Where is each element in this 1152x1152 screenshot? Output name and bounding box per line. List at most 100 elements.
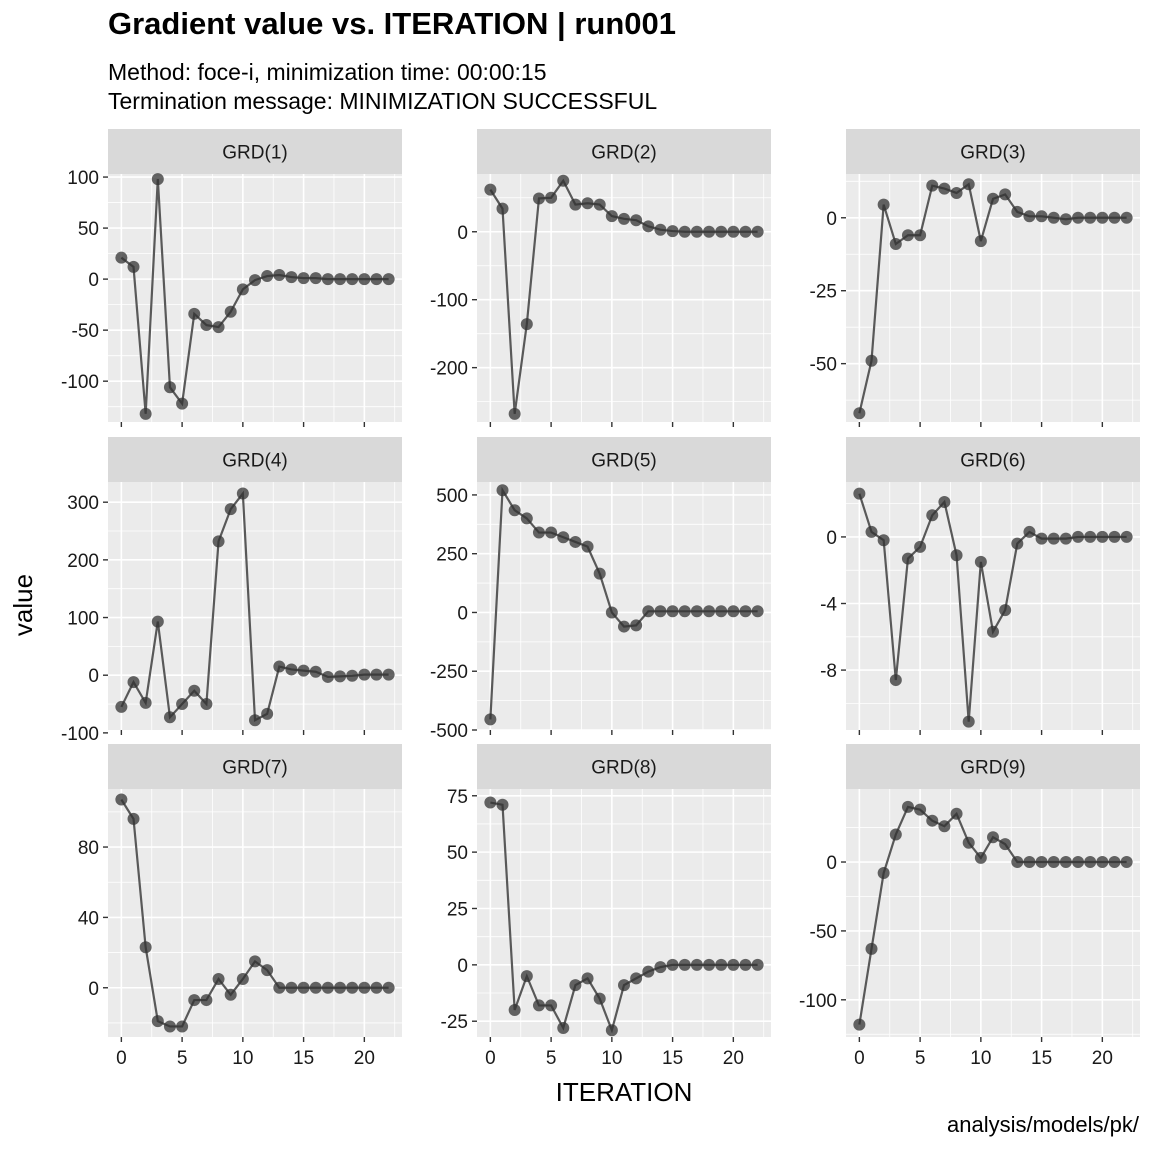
data-point	[926, 509, 939, 522]
y-tick-label: -25	[810, 282, 837, 303]
y-tick-label: -100	[61, 372, 99, 393]
data-point	[1059, 532, 1072, 545]
data-point	[127, 676, 140, 689]
facet-panel: GRD(9) -100 -50 0 0 5 10 15 20	[799, 744, 1140, 1069]
facet-strip	[846, 437, 1140, 482]
data-point	[309, 665, 322, 678]
data-point	[715, 225, 728, 238]
data-point	[346, 669, 359, 682]
data-point	[508, 1003, 521, 1016]
data-point	[163, 1020, 176, 1033]
data-point	[139, 696, 152, 709]
data-point	[496, 484, 509, 497]
data-point	[1023, 856, 1036, 869]
y-tick-label: -8	[820, 661, 837, 682]
facet-strip	[108, 744, 402, 789]
data-point	[1108, 211, 1121, 224]
chart-subtitle: Method: foce-i, minimization time: 00:00…	[108, 58, 657, 116]
data-point	[914, 229, 927, 242]
data-point	[569, 198, 582, 211]
y-tick-label: 0	[826, 209, 837, 230]
data-point	[249, 274, 261, 287]
data-point	[224, 988, 237, 1001]
data-point	[557, 1021, 570, 1034]
data-point	[484, 713, 497, 726]
data-point	[889, 238, 902, 251]
data-point	[176, 1020, 189, 1033]
data-point	[739, 605, 752, 618]
y-tick-label: 0	[88, 666, 99, 687]
data-point	[926, 814, 939, 827]
data-point	[987, 625, 999, 638]
facet-strip-label: GRD(8)	[591, 758, 656, 779]
data-point	[321, 981, 334, 994]
y-tick-label: 100	[67, 609, 99, 630]
data-point	[950, 549, 963, 562]
data-point	[520, 512, 533, 525]
data-point	[1084, 856, 1097, 869]
facet-strip-label: GRD(4)	[222, 451, 287, 472]
data-point	[200, 994, 213, 1007]
data-point	[1072, 530, 1085, 543]
data-point	[889, 828, 902, 841]
data-point	[212, 535, 225, 548]
data-point	[739, 225, 752, 238]
y-tick-label: 200	[67, 551, 99, 572]
data-point	[1047, 532, 1060, 545]
facet-panel: GRD(3) -50 -25 0	[810, 129, 1140, 427]
data-point	[1023, 525, 1036, 538]
data-point	[654, 605, 667, 618]
data-point	[261, 707, 274, 720]
data-point	[382, 981, 395, 994]
facet-strip	[108, 129, 402, 174]
facet-strip-label: GRD(7)	[222, 758, 287, 779]
y-tick-label: -500	[430, 721, 468, 742]
y-tick-label: -50	[810, 922, 837, 943]
data-point	[370, 981, 383, 994]
x-tick-label: 5	[915, 1048, 926, 1069]
data-point	[224, 503, 237, 516]
data-point	[382, 273, 395, 286]
data-point	[557, 174, 570, 187]
data-point	[1096, 856, 1109, 869]
data-point	[642, 965, 655, 978]
y-tick-label: -100	[61, 724, 99, 745]
subtitle-line-2: Termination message: MINIMIZATION SUCCES…	[108, 88, 658, 114]
data-point	[938, 820, 951, 833]
data-point	[727, 605, 740, 618]
data-point	[569, 535, 582, 548]
facet-strip-label: GRD(5)	[591, 451, 656, 472]
data-point	[163, 381, 176, 394]
data-point	[974, 555, 987, 568]
data-point	[715, 605, 728, 618]
y-tick-label: 250	[436, 545, 468, 566]
data-point	[297, 664, 310, 677]
data-point	[618, 620, 630, 633]
data-point	[139, 941, 152, 954]
data-point	[115, 793, 128, 806]
data-point	[261, 270, 274, 283]
y-tick-label: 25	[447, 899, 468, 920]
panel-background	[846, 482, 1140, 730]
data-point	[654, 223, 667, 236]
y-tick-label: 0	[826, 528, 837, 549]
data-point	[987, 831, 999, 844]
data-point	[727, 225, 740, 238]
y-tick-label: 500	[436, 486, 468, 507]
data-point	[938, 495, 951, 508]
data-point	[581, 540, 594, 553]
data-point	[914, 803, 927, 816]
x-tick-label: 10	[601, 1048, 622, 1069]
data-point	[508, 407, 521, 420]
facet-strip-label: GRD(1)	[222, 143, 287, 164]
y-tick-label: -4	[820, 595, 837, 616]
data-point	[285, 271, 298, 284]
data-point	[139, 407, 152, 420]
data-point	[520, 970, 533, 983]
data-point	[188, 994, 201, 1007]
data-point	[581, 972, 594, 985]
data-point	[1047, 856, 1060, 869]
data-point	[703, 605, 716, 618]
facet-strip	[846, 129, 1140, 174]
